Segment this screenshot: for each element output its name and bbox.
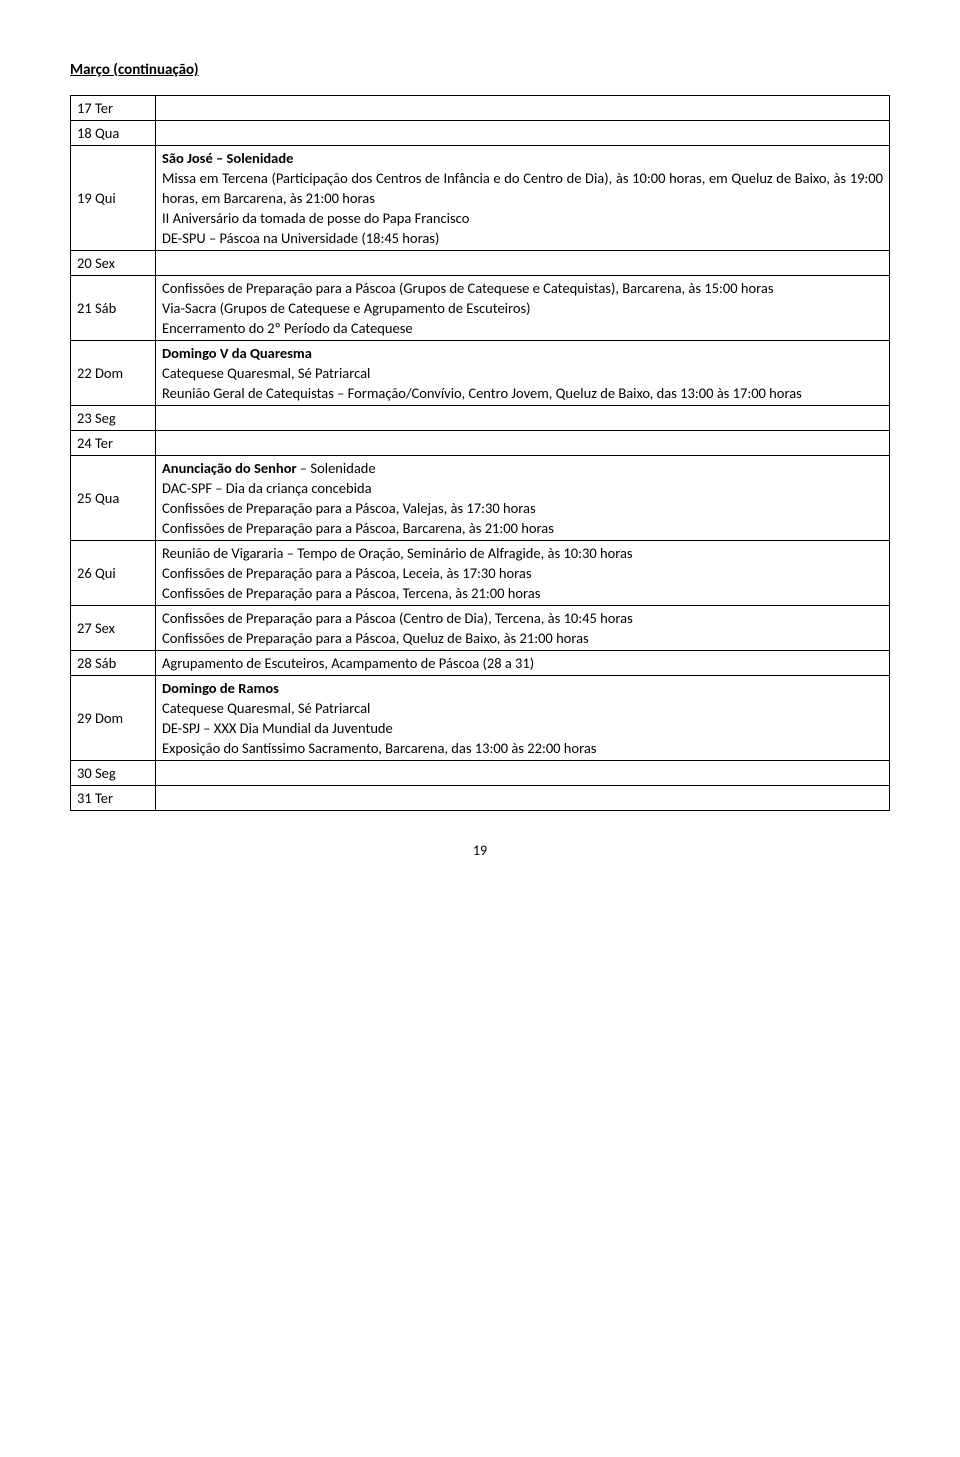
table-row: 30 Seg [71,760,890,785]
table-row: 27 SexConfissões de Preparação para a Pá… [71,605,890,650]
document-title: Março (continuação) [70,60,890,81]
day-cell: 22 Dom [71,340,156,405]
table-row: 21 SábConfissões de Preparação para a Pá… [71,275,890,340]
table-row: 19 QuiSão José – SolenidadeMissa em Terc… [71,145,890,250]
table-row: 29 DomDomingo de RamosCatequese Quaresma… [71,675,890,760]
content-cell: Domingo V da QuaresmaCatequese Quaresmal… [156,340,890,405]
table-row: 26 QuiReunião de Vigararia – Tempo de Or… [71,540,890,605]
table-row: 20 Sex [71,250,890,275]
schedule-table: 17 Ter18 Qua19 QuiSão José – SolenidadeM… [70,95,890,811]
content-cell: Reunião de Vigararia – Tempo de Oração, … [156,540,890,605]
table-row: 22 DomDomingo V da QuaresmaCatequese Qua… [71,340,890,405]
content-cell [156,405,890,430]
content-cell: Agrupamento de Escuteiros, Acampamento d… [156,650,890,675]
table-row: 18 Qua [71,120,890,145]
table-row: 23 Seg [71,405,890,430]
table-row: 31 Ter [71,785,890,810]
day-cell: 30 Seg [71,760,156,785]
day-cell: 20 Sex [71,250,156,275]
day-cell: 29 Dom [71,675,156,760]
content-cell: Anunciação do Senhor – SolenidadeDAC-SPF… [156,455,890,540]
table-row: 25 QuaAnunciação do Senhor – SolenidadeD… [71,455,890,540]
day-cell: 17 Ter [71,95,156,120]
day-cell: 19 Qui [71,145,156,250]
content-cell [156,95,890,120]
content-cell [156,120,890,145]
content-cell: Domingo de RamosCatequese Quaresmal, Sé … [156,675,890,760]
content-cell [156,430,890,455]
table-row: 24 Ter [71,430,890,455]
table-row: 17 Ter [71,95,890,120]
day-cell: 27 Sex [71,605,156,650]
day-cell: 25 Qua [71,455,156,540]
day-cell: 28 Sáb [71,650,156,675]
day-cell: 31 Ter [71,785,156,810]
day-cell: 23 Seg [71,405,156,430]
content-cell [156,760,890,785]
day-cell: 18 Qua [71,120,156,145]
content-cell [156,785,890,810]
page-number: 19 [70,841,890,860]
day-cell: 24 Ter [71,430,156,455]
content-cell [156,250,890,275]
day-cell: 26 Qui [71,540,156,605]
content-cell: Confissões de Preparação para a Páscoa (… [156,605,890,650]
table-row: 28 SábAgrupamento de Escuteiros, Acampam… [71,650,890,675]
content-cell: São José – SolenidadeMissa em Tercena (P… [156,145,890,250]
day-cell: 21 Sáb [71,275,156,340]
content-cell: Confissões de Preparação para a Páscoa (… [156,275,890,340]
